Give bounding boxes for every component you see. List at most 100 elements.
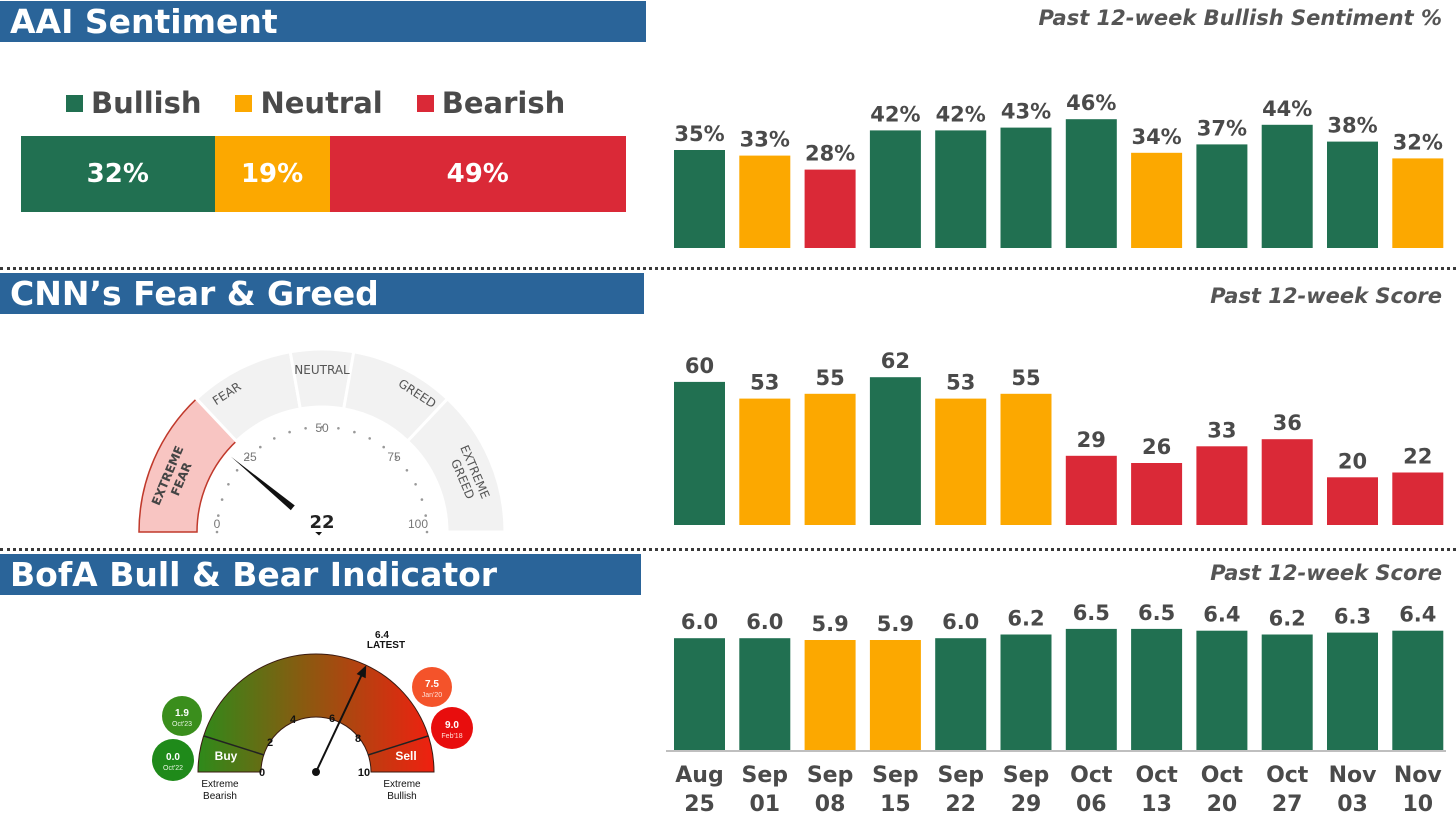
bar-2-2 [739,398,791,525]
bar-1-8 [1131,152,1183,248]
x-tick-day-3: 08 [815,792,846,817]
section-divider [0,548,1456,551]
bar-label-2-12: 22 [1403,445,1432,469]
bar-2-9 [1196,446,1248,525]
bar-1-2 [739,155,791,248]
bar-label-3-4: 5.9 [877,612,914,636]
x-tick-month-3: Sep [807,763,854,788]
history-date-oct22: Oct'22 [163,765,183,772]
gauge-value: 22 [309,512,334,533]
bearish-segment: 49% [329,136,626,212]
bar-label-2-1: 60 [685,354,714,378]
bofa-title: BofA Bull & Bear Indicator [0,554,641,595]
bull-bear-gauge: Buy Sell 0 2 4 6 8 10 6.4 LATEST Extreme… [152,630,473,802]
aai-stacked-bar: 32% 19% 49% [21,136,626,212]
bar-label-3-3: 5.9 [811,612,848,636]
gauge-tick-dot [217,514,220,517]
bar-1-9 [1196,144,1248,248]
bar-label-3-10: 6.2 [1269,607,1306,631]
gauge-tick-dot [337,427,340,430]
tick-50: 50 [315,421,329,435]
history-value-oct23: 1.9 [175,708,189,719]
gauge-tick-dot [259,445,262,449]
extreme-bullish-line2: Bullish [387,791,416,802]
bar-2-8 [1131,463,1183,525]
gauge-tick-dot [273,437,276,440]
x-tick-day-11: 03 [1337,792,1368,817]
buy-label: Buy [215,749,238,763]
section-divider [0,267,1456,270]
aai-title: AAI Sentiment [0,1,646,42]
x-tick-month-9: Oct [1201,763,1244,788]
bb-needle-pivot [312,768,320,776]
bar-label-3-9: 6.4 [1203,603,1240,627]
x-tick-day-8: 13 [1141,792,1172,817]
bar-label-2-11: 20 [1338,449,1367,473]
cnn-title: CNN’s Fear & Greed [0,273,644,314]
bb-tick-2: 2 [267,737,273,749]
x-tick-month-4: Sep [872,763,919,788]
bb-tick-10: 10 [358,767,370,779]
bar-label-1-5: 42% [936,102,986,126]
cnn-chart-subtitle: Past 12-week Score [1210,284,1442,308]
bar-2-7 [1065,455,1117,525]
bar-label-2-8: 26 [1142,435,1171,459]
gauge-tick-dot [382,445,385,449]
tick-0: 0 [214,517,221,531]
bar-label-1-7: 46% [1066,91,1116,115]
x-tick-day-1: 25 [684,792,715,817]
bar-3-12 [1392,630,1444,750]
bar-label-2-5: 53 [946,371,975,395]
gauge-tick-dot [414,483,417,486]
bar-label-1-2: 33% [740,128,790,152]
history-value-oct22: 0.0 [166,752,180,763]
bar-label-2-10: 36 [1273,411,1302,435]
history-bubble-jan20 [412,667,452,707]
tick-25: 25 [243,450,257,464]
x-tick-month-2: Sep [742,763,789,788]
bar-3-2 [739,638,791,750]
x-tick-month-5: Sep [937,763,984,788]
legend-bullish: Bullish [66,86,201,120]
bb-needle-arrow-icon [356,665,367,679]
neutral-segment: 19% [214,136,330,212]
x-tick-day-9: 20 [1207,792,1238,817]
x-tick-day-10: 27 [1272,792,1303,817]
gauge-tick-dot [246,456,250,460]
bearish-swatch-icon [416,94,434,112]
bb-tick-4: 4 [290,714,297,726]
tick-100: 100 [408,517,428,531]
bar-2-1 [674,381,725,525]
bar-3-8 [1131,628,1183,750]
bar-1-10 [1261,124,1313,248]
bb-tick-6: 6 [329,713,335,725]
fear-greed-gauge: EXTREME FEAR FEAR NEUTRAL GREED EXTREME … [138,347,507,536]
neutral-swatch-icon [235,94,253,112]
legend-bullish-label: Bullish [91,86,202,120]
bar-label-3-1: 6.0 [681,610,718,634]
bb-tick-8: 8 [355,733,361,745]
bar-2-4 [869,377,921,525]
bar-3-10 [1261,634,1313,750]
gauge-tick-dot [420,498,424,501]
gauge-tick-dot [227,483,230,486]
bar-label-1-8: 34% [1131,125,1181,149]
latest-value: 6.4 [375,630,389,641]
bb-tick-0: 0 [259,767,265,779]
gauge-tick-dot [288,430,291,434]
x-tick-month-7: Oct [1070,763,1113,788]
x-tick-month-6: Sep [1003,763,1050,788]
x-tick-day-12: 10 [1402,792,1433,817]
bar-label-2-2: 53 [750,371,779,395]
bullish-swatch-icon [66,94,83,112]
history-bubble-oct23 [162,696,202,736]
bar-label-2-6: 55 [1011,366,1040,390]
gauge-tick-dot [394,456,398,460]
bar-label-3-6: 6.2 [1007,607,1044,631]
bar-1-7 [1065,119,1117,248]
extreme-bearish-line2: Bearish [203,791,237,802]
bar-3-4 [869,640,921,750]
bar-1-1 [674,150,725,248]
bar-label-1-10: 44% [1262,97,1312,121]
zone-extreme-greed [405,396,507,534]
